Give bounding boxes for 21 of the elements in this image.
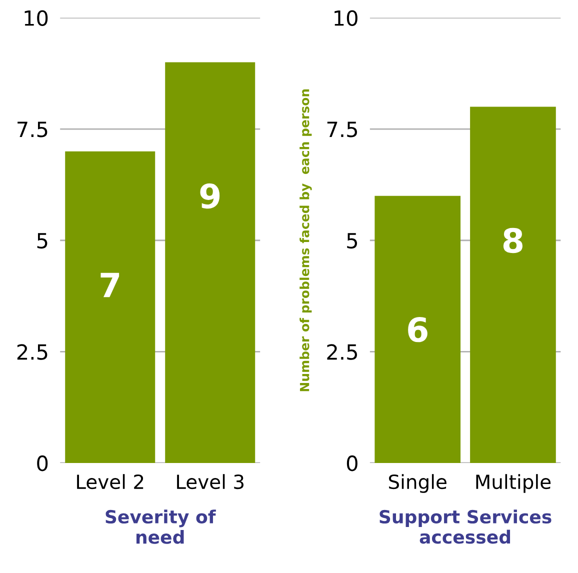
- data-label: 8: [503, 228, 523, 254]
- data-label: 7: [100, 272, 120, 298]
- x-axis-title: Severity of need: [106, 510, 216, 544]
- y-tick-label: 7.5: [18, 122, 48, 138]
- y-tick-label: 10: [24, 10, 48, 26]
- y-tick-label: 2.5: [327, 344, 357, 360]
- y-axis-title: Number of problems faced by each person: [300, 89, 312, 392]
- x-axis-title: Support Services accessed: [380, 510, 552, 544]
- y-tick-label: 10: [334, 10, 358, 26]
- data-label: 6: [408, 316, 428, 342]
- y-tick-label: 7.5: [327, 122, 357, 138]
- y-tick-label: 5: [347, 233, 357, 249]
- data-label: 9: [200, 183, 220, 209]
- y-tick-label: 0: [346, 455, 358, 472]
- y-tick-label: 0: [37, 455, 48, 472]
- x-tick-label: Single: [388, 474, 446, 493]
- x-tick-label: Multiple: [476, 474, 551, 493]
- x-tick-label: Level 2: [77, 474, 144, 490]
- y-tick-label: 2.5: [17, 344, 48, 360]
- x-tick-label: Level 3: [177, 474, 244, 490]
- y-tick-label: 5: [37, 233, 48, 249]
